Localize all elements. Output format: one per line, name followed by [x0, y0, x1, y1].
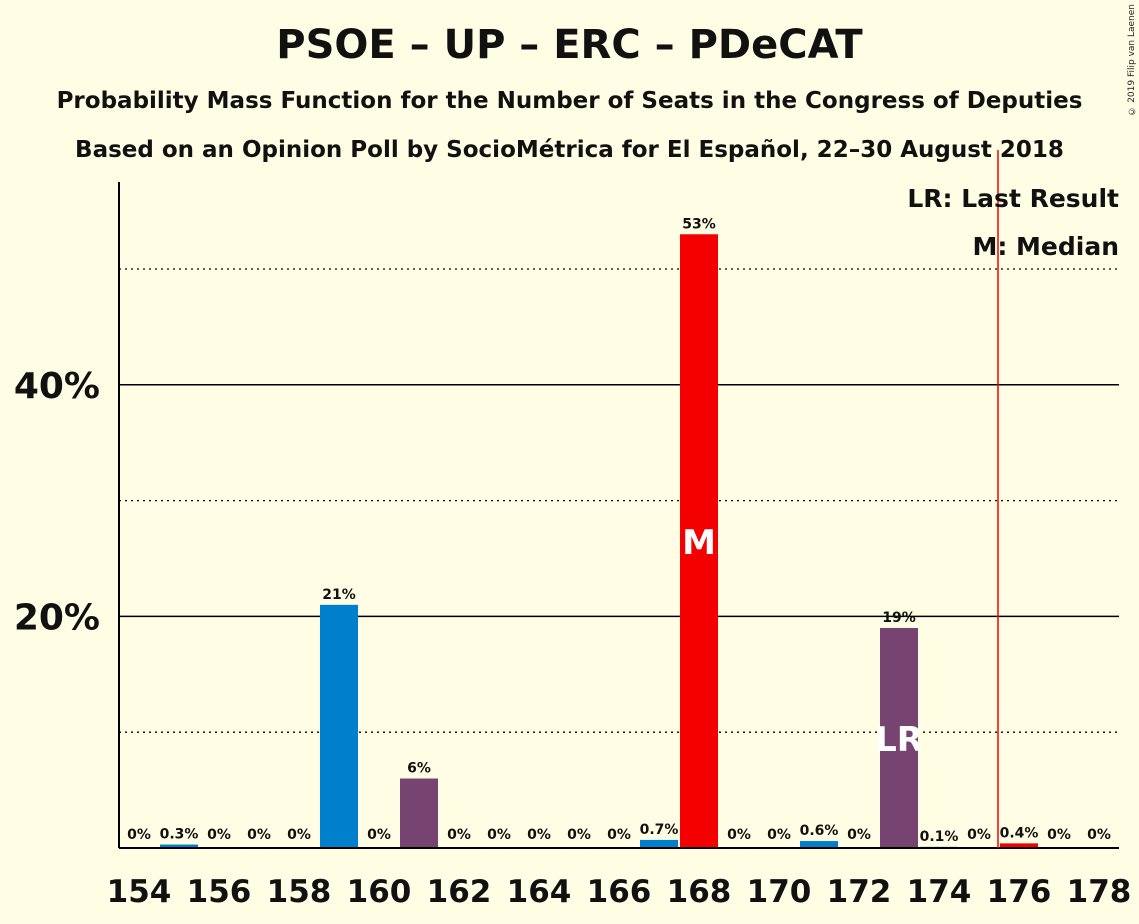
data-label-seat-158: 0%	[287, 827, 311, 843]
last-result-marker: LR	[875, 720, 923, 760]
bar-seat-159	[320, 604, 358, 848]
data-label-seat-175: 0%	[967, 827, 991, 843]
data-label-seat-163: 0%	[487, 827, 511, 843]
data-label-seat-159: 21%	[322, 587, 356, 603]
data-label-seat-167: 0.7%	[640, 822, 679, 838]
bar-seat-173	[880, 627, 918, 848]
data-label-seat-171: 0.6%	[800, 823, 839, 839]
chart-subtitle: Probability Mass Function for the Number…	[56, 88, 1083, 114]
x-tick-label: 162	[427, 874, 492, 910]
data-label-seat-157: 0%	[247, 827, 271, 843]
x-tick-label: 174	[907, 874, 972, 910]
data-label-seat-164: 0%	[527, 827, 551, 843]
bar-seat-176	[1000, 843, 1038, 848]
data-label-seat-172: 0%	[847, 827, 871, 843]
data-label-seat-170: 0%	[767, 827, 791, 843]
data-label-seat-169: 0%	[727, 827, 751, 843]
data-label-seat-173: 19%	[882, 610, 916, 626]
data-label-seat-174: 0.1%	[920, 829, 959, 845]
data-label-seat-161: 6%	[407, 761, 431, 777]
data-label-seat-154: 0%	[127, 827, 151, 843]
x-tick-label: 154	[107, 874, 172, 910]
x-tick-label: 164	[507, 874, 572, 910]
x-tick-label: 158	[267, 874, 332, 910]
data-label-seat-177: 0%	[1047, 827, 1071, 843]
y-tick-label: 40%	[14, 366, 100, 407]
chart-title: PSOE – UP – ERC – PDeCAT	[276, 22, 863, 68]
data-label-seat-165: 0%	[567, 827, 591, 843]
data-label-seat-168: 53%	[682, 216, 716, 232]
data-label-seat-178: 0%	[1087, 827, 1111, 843]
data-label-seat-155: 0.3%	[160, 827, 199, 843]
legend-last-result: LR: Last Result	[907, 184, 1119, 213]
data-label-seat-176: 0.4%	[1000, 825, 1039, 841]
data-label-seat-160: 0%	[367, 827, 391, 843]
x-tick-label: 160	[347, 874, 412, 910]
bar-seat-167	[640, 839, 678, 848]
bar-seat-171	[800, 841, 838, 848]
data-label-seat-166: 0%	[607, 827, 631, 843]
data-label-seat-162: 0%	[447, 827, 471, 843]
x-tick-label: 170	[747, 874, 812, 910]
data-label-seat-156: 0%	[207, 827, 231, 843]
chart-subtitle-source: Based on an Opinion Poll by SocioMétrica…	[75, 137, 1064, 163]
x-tick-label: 176	[987, 874, 1052, 910]
legend-median: M: Median	[972, 232, 1119, 261]
x-tick-label: 178	[1067, 874, 1132, 910]
x-tick-label: 166	[587, 874, 652, 910]
bar-seat-161	[400, 778, 438, 848]
y-tick-label: 20%	[14, 597, 100, 638]
x-tick-label: 156	[187, 874, 252, 910]
bar-seat-168	[680, 234, 718, 848]
median-marker: M	[682, 523, 716, 563]
x-tick-label: 172	[827, 874, 892, 910]
bar-seat-155	[160, 844, 198, 848]
x-tick-label: 168	[667, 874, 732, 910]
